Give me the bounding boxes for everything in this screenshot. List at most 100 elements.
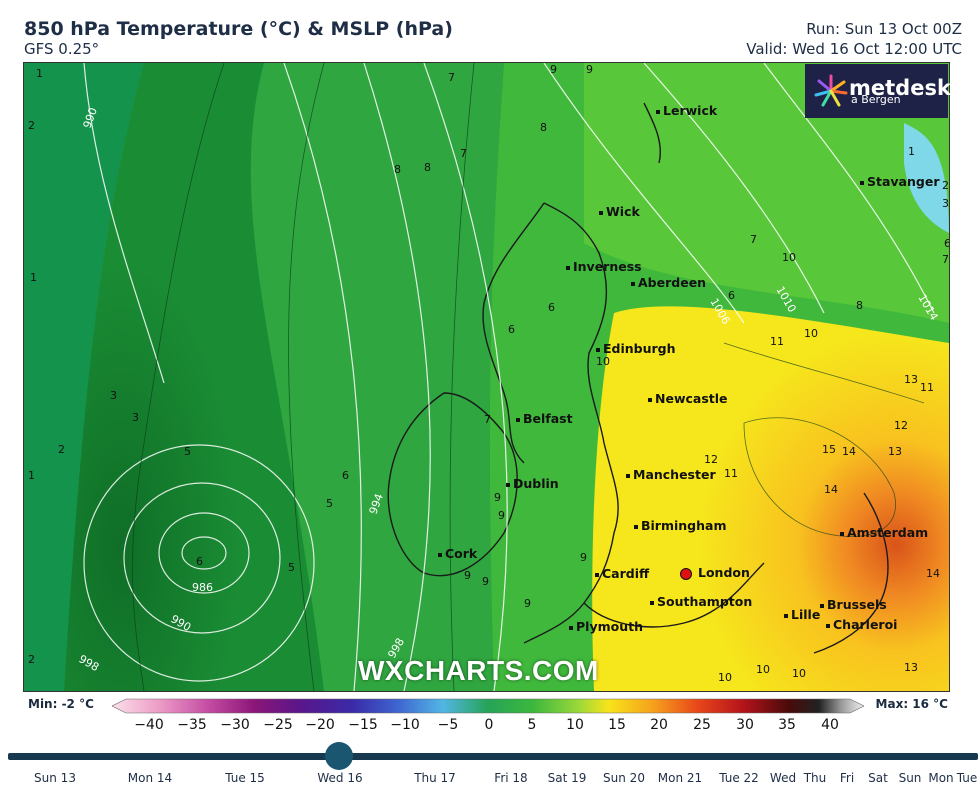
city-label: Southampton [657,594,753,609]
temp-label: 12 [894,419,908,432]
temp-label: 7 [448,71,455,84]
temp-label: 2 [28,119,35,132]
logo-burst-icon [814,74,848,107]
temp-label: 2 [58,443,65,456]
city-southampton: Southampton [650,594,752,609]
logo-brand: metdesk [849,76,951,100]
legend-tick: 10 [566,717,584,733]
city-marker-icon [820,603,824,608]
temp-label: 13 [888,445,902,458]
city-label: Inverness [573,259,642,274]
city-marker-icon [784,613,788,618]
isobar-label: 986 [192,581,213,594]
city-label: Lerwick [663,103,718,118]
city-belfast: Belfast [516,411,573,426]
logo-sub: a Bergen [851,93,901,106]
timeline-track[interactable] [8,753,978,760]
temp-label: 12 [704,453,718,466]
city-marker-icon [650,600,654,605]
weather-map[interactable]: 1 2 1 3 3 2 1 5 6 5 5 6 2 7 7 9 9 8 8 8 … [23,62,950,692]
temp-label: 9 [482,575,489,588]
temp-label: 1 [28,469,35,482]
timeline-day[interactable]: Sun [898,771,922,785]
temp-label: 7 [460,147,467,160]
timeline-day[interactable]: Mon [928,771,954,785]
run-time: Run: Sun 13 Oct 00Z [806,20,962,38]
city-amsterdam: Amsterdam [840,525,928,540]
timeline-day[interactable]: Thu 17 [414,771,456,785]
timeline-day[interactable]: Sun 20 [603,771,645,785]
city-label: Brussels [827,597,887,612]
timeline-day[interactable]: Tue 15 [225,771,265,785]
temp-label: 6 [508,323,515,336]
legend-tick: −25 [263,717,293,733]
city-inverness: Inverness [566,259,642,274]
temp-label: 13 [904,661,918,674]
london-marker-icon [680,567,692,580]
map-canvas: 1 2 1 3 3 2 1 5 6 5 5 6 2 7 7 9 9 8 8 8 … [24,63,949,691]
temp-label: 13 [904,373,918,386]
legend-tick: −40 [134,717,164,733]
isobars [83,63,935,691]
city-stavanger: Stavanger [860,174,940,189]
temp-label: 10 [718,671,732,684]
city-marker-icon [506,482,510,487]
timeline-day[interactable]: Mon 14 [127,771,173,785]
legend-tick: 30 [736,717,754,733]
city-london: London [680,565,750,580]
legend-max: Max: 16 °C [875,697,948,711]
timeline-day[interactable]: Wed [769,771,797,785]
temp-label: 15 [822,443,836,456]
timeline-day[interactable]: Mon 21 [657,771,703,785]
temp-label: 8 [394,163,401,176]
legend-tick: −20 [305,717,335,733]
temp-label: 1 [36,67,43,80]
city-lerwick: Lerwick [656,103,717,118]
city-label: Birmingham [641,518,727,533]
temperature-contours [132,63,925,691]
city-label: Cork [445,546,478,561]
city-edinburgh: Edinburgh [596,341,676,356]
temp-label: 9 [580,551,587,564]
city-marker-icon [860,180,864,185]
watermark: WXCHARTS.COM [358,655,599,686]
temp-label: 14 [926,567,940,580]
temp-label: 8 [540,121,547,134]
temp-label: 3 [942,197,949,210]
legend-tick: −15 [348,717,378,733]
temp-label: 5 [288,561,295,574]
timeline-day[interactable]: Sat [868,771,888,785]
temp-label: 11 [770,335,784,348]
ocean-teal-band [24,63,144,691]
legend-ticks: −40 −35 −30 −25 −20 −15 −10 −5 0 5 10 15… [0,717,980,735]
temp-label: 7 [750,233,757,246]
legend-tick: 5 [527,717,537,733]
timeline-day[interactable]: Sun 13 [34,771,76,785]
cold-pocket [904,123,949,233]
city-label: Edinburgh [603,341,676,356]
timeline-day[interactable]: Fri [839,771,855,785]
temp-label: 7 [484,413,491,426]
timeline-day[interactable]: Thu [803,771,827,785]
city-label: Cardiff [602,566,650,581]
timeline-day[interactable]: Fri 18 [494,771,528,785]
metdesk-logo: metdesk a Bergen [805,64,951,118]
temp-label: 10 [756,663,770,676]
city-wick: Wick [599,204,640,219]
temp-label: 14 [842,445,856,458]
city-charleroi: Charleroi [826,617,897,632]
temp-label: 11 [724,467,738,480]
city-marker-icon [596,347,600,352]
city-marker-icon [826,623,830,628]
city-marker-icon [626,473,630,478]
timeline-slider-handle[interactable] [325,742,353,770]
timeline-day[interactable]: Wed 16 [317,771,363,785]
coastlines [387,102,889,654]
city-plymouth: Plymouth [569,619,643,634]
city-label: Wick [606,204,640,219]
timeline-day[interactable]: Tue 22 [719,771,759,785]
timeline-day[interactable]: Sat 19 [547,771,587,785]
city-aberdeen: Aberdeen [631,275,706,290]
timeline-day[interactable]: Tue [956,771,978,785]
legend-colorbar [112,698,864,714]
